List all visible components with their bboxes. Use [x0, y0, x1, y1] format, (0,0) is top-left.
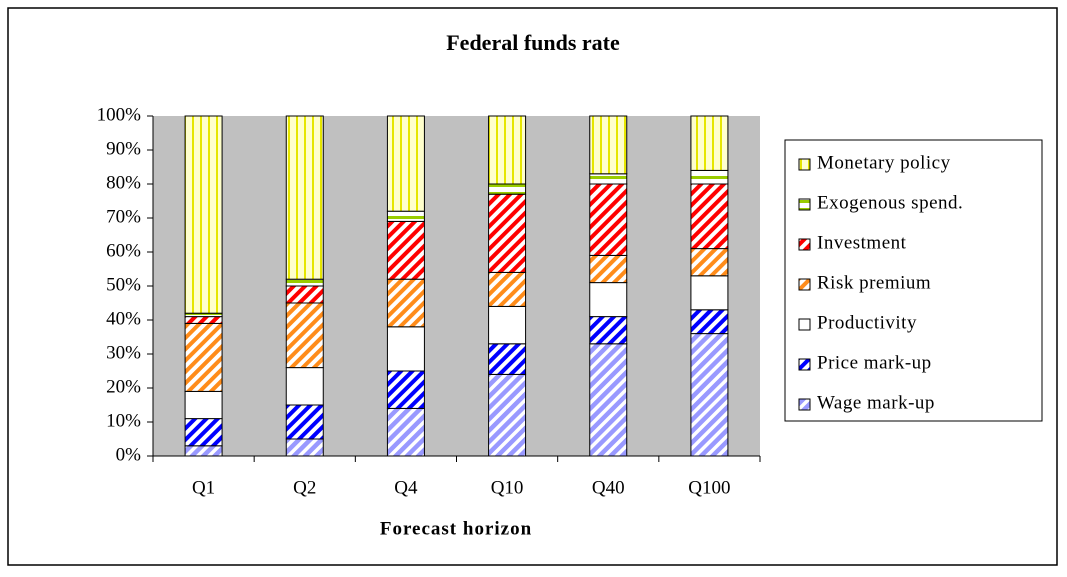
- bar-segment: [285, 285, 324, 304]
- plot-area: [153, 116, 760, 456]
- bar-segment: [386, 370, 425, 409]
- bar-segment: [285, 278, 324, 287]
- bar-segment: [488, 193, 527, 273]
- bar-segment: [184, 316, 223, 324]
- legend-swatch: [798, 278, 811, 291]
- legend-swatch: [798, 198, 811, 211]
- bar-segment: [285, 367, 324, 406]
- legend-swatch: [798, 158, 811, 171]
- y-tick-label: 70%: [106, 206, 141, 227]
- bar-segment: [690, 248, 729, 277]
- bar-segment: [488, 373, 527, 457]
- legend-swatch: [798, 238, 811, 251]
- legend-label: Investment: [817, 232, 907, 253]
- legend-label: Risk premium: [817, 272, 931, 293]
- bar-segment: [690, 333, 729, 457]
- y-tick-label: 80%: [106, 172, 141, 193]
- y-tick-label: 50%: [106, 274, 141, 295]
- bar-segment: [589, 115, 628, 175]
- y-tick-label: 100%: [97, 104, 142, 125]
- legend-swatch: [798, 398, 811, 411]
- legend-swatch: [798, 358, 811, 371]
- x-tick-label: Q100: [688, 477, 730, 498]
- bar-segment: [285, 302, 324, 369]
- x-tick-label: Q2: [293, 477, 316, 498]
- bar-segment: [690, 275, 729, 311]
- y-tick-label: 60%: [106, 240, 141, 261]
- bar-segment: [386, 278, 425, 328]
- y-tick-label: 30%: [106, 342, 141, 363]
- bar-segment: [488, 305, 527, 345]
- bar-segment: [690, 183, 729, 250]
- bar-segment: [184, 322, 223, 392]
- x-tick-label: Q40: [592, 477, 625, 498]
- bar-segment: [488, 271, 527, 307]
- y-tick-label: 0%: [116, 444, 142, 465]
- y-tick-label: 40%: [106, 308, 141, 329]
- bar-segment: [690, 309, 729, 335]
- bar-segment: [386, 326, 425, 372]
- bar-segment: [184, 312, 223, 318]
- y-tick-label: 10%: [106, 410, 141, 431]
- bar-segment: [589, 343, 628, 457]
- bar-segment: [690, 169, 729, 185]
- legend-label: Productivity: [817, 312, 917, 333]
- bar-segment: [589, 316, 628, 345]
- x-tick-label: Q10: [491, 477, 524, 498]
- bar-segment: [285, 115, 324, 280]
- bar-segment: [184, 418, 223, 447]
- bar-segment: [285, 438, 324, 457]
- bar-segment: [184, 390, 223, 420]
- bar-segment: [589, 282, 628, 318]
- bar-segment: [488, 115, 527, 185]
- bar-segment: [589, 183, 628, 256]
- bar-segment: [184, 445, 223, 457]
- chart-title: Federal funds rate: [446, 30, 620, 55]
- legend-box: [784, 139, 1043, 422]
- bar-segment: [386, 210, 425, 222]
- bar-segment: [488, 343, 527, 375]
- bar-segment: [690, 115, 729, 171]
- bar-segment: [184, 115, 223, 314]
- legend-label: Wage mark-up: [817, 392, 935, 413]
- bar-segment: [285, 404, 324, 440]
- legend-swatch: [798, 318, 811, 331]
- x-axis-title: Forecast horizon: [380, 518, 532, 539]
- bar-segment: [589, 173, 628, 185]
- bar-segment: [386, 407, 425, 457]
- bar-segment: [488, 183, 527, 195]
- legend-label: Price mark-up: [817, 352, 932, 373]
- legend-label: Exogenous spend.: [817, 192, 963, 213]
- bar-segment: [386, 220, 425, 280]
- legend-label: Monetary policy: [817, 152, 951, 173]
- bar-segment: [386, 115, 425, 212]
- y-tick-label: 90%: [106, 138, 141, 159]
- x-tick-label: Q1: [192, 477, 215, 498]
- x-tick-label: Q4: [394, 477, 418, 498]
- bar-segment: [589, 254, 628, 284]
- y-tick-label: 20%: [106, 376, 141, 397]
